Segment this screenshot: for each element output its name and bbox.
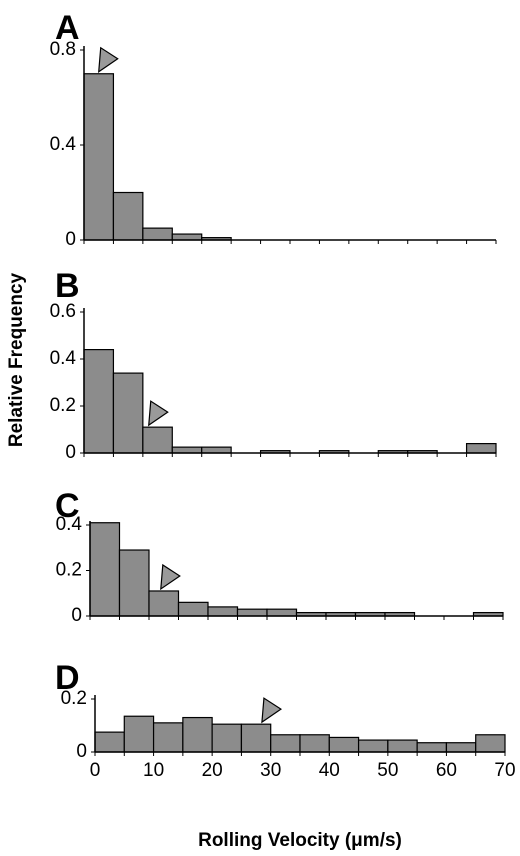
x-axis-title: Rolling Velocity (μm/s) — [198, 830, 402, 851]
y-tick-label: 0.2 — [56, 560, 82, 581]
mean-marker-icon — [148, 400, 169, 427]
bar — [387, 739, 418, 753]
panels: A 0 0.4 0.8 B 0 0.2 0.4 0.6 C 0 0.2 0.4 D 0 0.2 0 10 20 30 4… — [50, 9, 516, 781]
y-tick-label: 0.2 — [50, 395, 76, 416]
bar — [211, 723, 243, 753]
y-axis-title: Relative Frequency — [6, 272, 27, 447]
bar — [270, 734, 301, 753]
bar — [123, 715, 155, 753]
bar — [357, 739, 389, 753]
x-tick-label: 10 — [143, 760, 164, 781]
bar — [177, 601, 209, 617]
bar — [240, 723, 272, 753]
bar — [142, 227, 173, 241]
bar — [416, 742, 448, 753]
panel-b: B 0 0.2 0.4 0.6 — [50, 267, 497, 463]
y-tick-label: 0 — [71, 605, 82, 626]
bar — [118, 549, 150, 617]
y-tick-label: 0.2 — [61, 688, 87, 709]
y-tick-label: 0.4 — [50, 348, 77, 369]
x-tick-label: 30 — [260, 760, 281, 781]
bar — [475, 734, 506, 753]
bar — [328, 736, 360, 753]
bar — [445, 742, 477, 753]
bar — [171, 446, 203, 454]
x-tick-label: 60 — [436, 760, 457, 781]
panel-letter: B — [55, 267, 80, 305]
bar — [201, 446, 232, 454]
mean-marker-icon — [98, 46, 119, 73]
bar — [112, 191, 144, 241]
bar — [299, 734, 330, 753]
bar — [236, 608, 268, 617]
bar — [89, 522, 121, 617]
x-tick-label: 70 — [494, 760, 515, 781]
bar — [171, 233, 203, 241]
y-tick-label: 0.8 — [50, 39, 76, 60]
bar — [266, 608, 298, 617]
panel-d: D 0 0.2 0 10 20 30 40 50 60 70 — [55, 659, 516, 781]
bar — [94, 731, 125, 753]
bar — [207, 606, 239, 617]
panel-a: A 0 0.4 0.8 — [50, 9, 497, 250]
bar — [142, 426, 173, 454]
y-tick-label: 0.4 — [56, 514, 83, 535]
panel-letter: D — [55, 659, 80, 697]
y-tick-label: 0 — [65, 442, 76, 463]
bar — [152, 722, 184, 753]
y-tick-label: 0.6 — [50, 301, 76, 322]
y-tick-label: 0 — [65, 229, 76, 250]
mean-marker-icon — [261, 697, 283, 724]
y-tick-label: 0 — [76, 741, 87, 762]
y-tick-label: 0.4 — [50, 134, 77, 155]
bar — [148, 590, 180, 617]
x-tick-label: 50 — [377, 760, 398, 781]
x-tick-label: 0 — [90, 760, 101, 781]
x-tick-label: 40 — [319, 760, 340, 781]
mean-marker-icon — [160, 563, 181, 591]
panel-letter: C — [55, 487, 80, 525]
bar — [182, 716, 213, 753]
bar — [465, 443, 497, 454]
bar — [83, 349, 115, 454]
bar — [112, 372, 144, 454]
panel-c: C 0 0.2 0.4 — [55, 487, 504, 626]
bar — [83, 73, 115, 241]
x-tick-label: 20 — [202, 760, 223, 781]
panel-letter: A — [55, 9, 80, 47]
